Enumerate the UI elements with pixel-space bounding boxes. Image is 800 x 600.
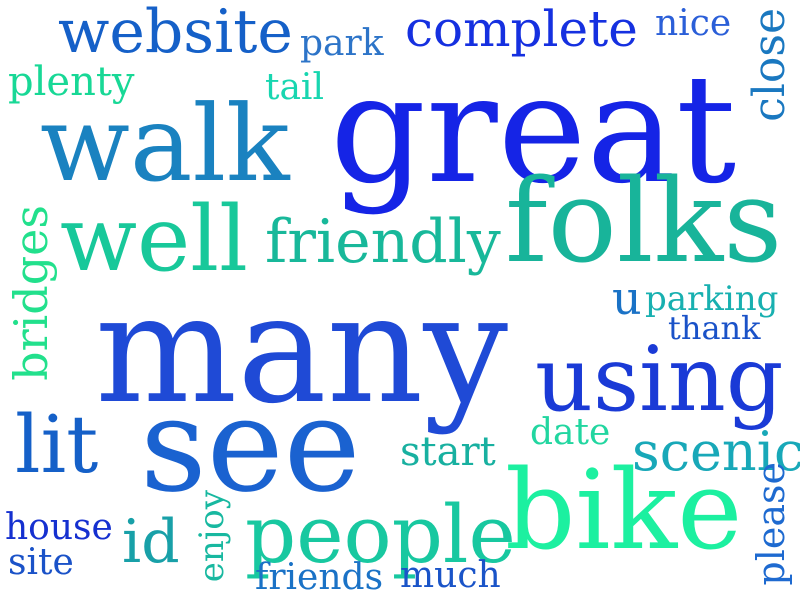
word-great: great	[330, 43, 737, 217]
word-friendly: friendly	[265, 207, 501, 277]
word-bike: bike	[505, 446, 743, 574]
word-thank: thank	[668, 309, 761, 347]
word-please: please	[749, 462, 793, 586]
word-u: u	[612, 271, 642, 325]
word-friends: friends	[255, 557, 384, 598]
word-enjoy: enjoy	[192, 490, 232, 583]
word-date: date	[530, 412, 611, 453]
word-using: using	[535, 327, 784, 432]
word-lit: lit	[15, 398, 99, 491]
word-walk: walk	[40, 83, 290, 205]
word-bridges: bridges	[4, 205, 58, 381]
word-park: park	[300, 23, 384, 64]
word-house: house	[5, 507, 113, 548]
word-close: close	[744, 8, 795, 122]
word-id: id	[122, 507, 180, 577]
word-folks: folks	[505, 155, 783, 289]
word-parking: parking	[645, 279, 779, 319]
word-start: start	[400, 429, 496, 475]
word-tail: tail	[265, 67, 324, 108]
word-people: people	[245, 488, 516, 581]
word-website: website	[58, 0, 293, 67]
word-nice: nice	[655, 3, 732, 44]
word-many: many	[95, 263, 509, 437]
word-much: much	[400, 555, 501, 596]
word-scenic: scenic	[632, 420, 800, 483]
word-complete: complete	[405, 0, 638, 58]
word-see: see	[140, 369, 361, 521]
word-plenty: plenty	[8, 59, 135, 105]
word-site: site	[8, 542, 74, 583]
word-well: well	[60, 187, 248, 292]
